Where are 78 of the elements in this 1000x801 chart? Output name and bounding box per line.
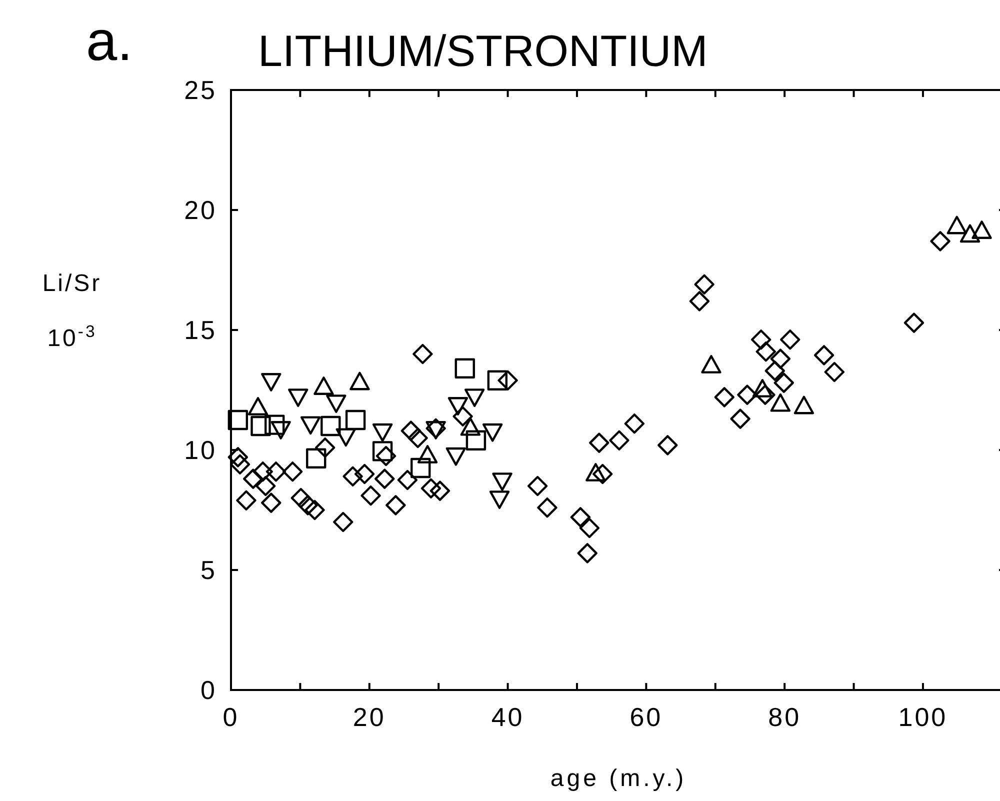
point xyxy=(774,372,794,393)
point xyxy=(577,543,598,564)
point xyxy=(750,330,772,350)
point xyxy=(466,430,486,450)
point xyxy=(408,428,428,448)
point xyxy=(412,344,433,364)
chart-title: LITHIUM/STRONTIUM xyxy=(258,27,708,76)
x-tick-label: 20 xyxy=(352,702,386,732)
y-tick-label: 15 xyxy=(184,315,217,345)
point xyxy=(658,435,678,456)
point xyxy=(756,342,776,362)
point xyxy=(592,464,613,484)
point xyxy=(230,454,250,474)
y-tick-label: 25 xyxy=(184,75,217,105)
point xyxy=(261,492,282,513)
point xyxy=(589,432,610,453)
point xyxy=(304,500,325,520)
x-axis-title: age (m.y.) xyxy=(550,765,687,792)
point xyxy=(360,486,381,506)
point xyxy=(714,387,734,408)
point xyxy=(345,410,366,430)
point xyxy=(264,414,285,435)
point xyxy=(256,476,276,496)
point xyxy=(824,362,844,382)
point xyxy=(814,345,834,366)
point xyxy=(228,447,248,468)
y-tick-label: 10 xyxy=(184,435,217,465)
text: a. xyxy=(86,9,133,72)
point xyxy=(266,462,286,482)
point xyxy=(737,384,758,405)
point xyxy=(243,468,264,489)
point xyxy=(624,414,645,434)
point xyxy=(410,458,431,478)
point xyxy=(755,384,776,405)
point xyxy=(904,312,924,333)
point xyxy=(386,495,406,516)
point xyxy=(780,330,800,350)
point xyxy=(730,408,750,429)
point xyxy=(430,480,450,501)
point xyxy=(454,358,475,378)
point xyxy=(527,476,548,496)
y-tick-label: 0 xyxy=(200,675,217,705)
point xyxy=(689,291,710,312)
point xyxy=(452,406,473,426)
point xyxy=(374,468,395,489)
point xyxy=(250,416,271,436)
x-tick-label: 100 xyxy=(898,702,948,732)
point xyxy=(420,478,442,498)
point xyxy=(609,430,630,450)
point xyxy=(930,231,950,252)
point xyxy=(694,274,714,294)
x-tick-label: 60 xyxy=(630,702,663,732)
point xyxy=(306,448,326,468)
point xyxy=(487,370,508,390)
point xyxy=(400,420,422,441)
x-tick-label: 0 xyxy=(222,702,240,732)
point xyxy=(397,470,418,490)
point xyxy=(764,360,785,381)
x-tick-label: 40 xyxy=(491,702,524,732)
point xyxy=(537,498,558,518)
point xyxy=(342,466,363,486)
point xyxy=(290,488,311,508)
point xyxy=(228,410,248,430)
point xyxy=(579,518,600,538)
point xyxy=(315,438,336,458)
point xyxy=(333,512,354,532)
point xyxy=(570,507,591,528)
y-tick-label: 20 xyxy=(184,195,217,225)
point xyxy=(354,464,375,484)
y-axis-title: Li/Sr 10$^{-3}$ xyxy=(42,270,102,352)
point xyxy=(498,370,518,390)
point xyxy=(320,416,341,436)
point xyxy=(770,348,791,369)
point xyxy=(236,490,256,510)
point xyxy=(372,441,393,462)
x-tick-label: 80 xyxy=(768,702,802,732)
y-tick-label: 5 xyxy=(200,555,217,585)
point xyxy=(282,462,303,482)
